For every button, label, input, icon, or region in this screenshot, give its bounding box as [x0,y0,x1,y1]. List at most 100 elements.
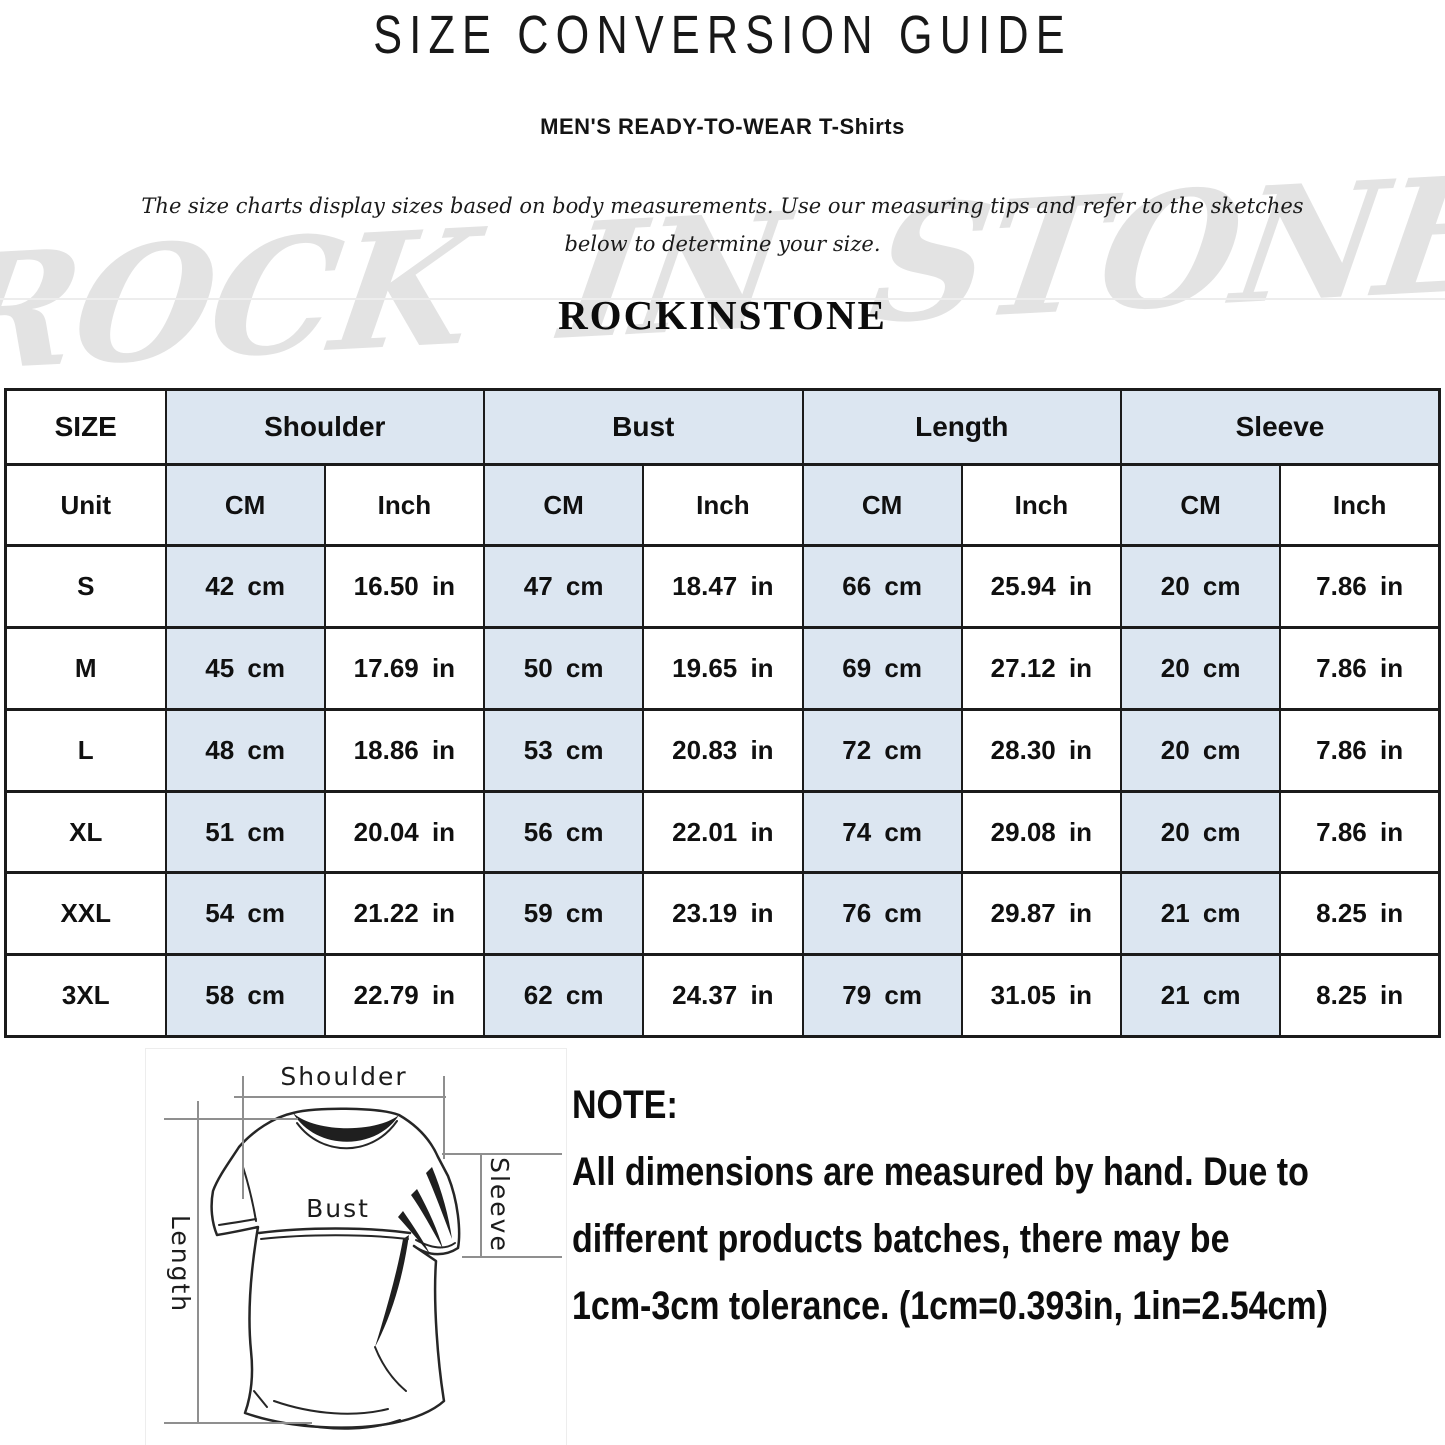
size-cell: XXL [4,871,167,957]
inch-cell: 8.25 in [1279,953,1441,1038]
hem-crease-2 [295,1419,401,1430]
col-header-length: Length [801,388,1122,466]
length-diagram-label: Length [166,1215,195,1313]
size-cell: S [4,544,167,630]
left-cuff-line [218,1218,257,1226]
inch-cell: 16.50 in [323,544,486,630]
size-cell: L [4,707,167,793]
cm-cell: 21 cm [1119,871,1282,957]
sleeve-shade-1 [426,1167,452,1239]
cm-cell: 20 cm [1119,626,1282,711]
cm-cell: 47 cm [482,544,645,630]
body-fold-shade [375,1235,409,1347]
col-header-shoulder: Shoulder [164,388,485,466]
inch-cell: 29.87 in [960,871,1123,957]
cm-cell: 20 cm [1119,707,1282,793]
cm-cell: 76 cm [801,871,963,957]
inch-cell: 7.86 in [1279,707,1441,793]
cm-cell: 69 cm [801,626,963,711]
sleeve-diagram-label: Sleeve [485,1157,514,1253]
brand-watermark: ROCK IN STONE [0,140,1445,409]
size-cell: XL [4,789,167,875]
unit-cm-bust: CM [482,462,645,548]
unit-inch-length: Inch [960,462,1123,548]
cm-cell: 53 cm [482,707,645,793]
collar-band [293,1113,399,1142]
size-conversion-table: SIZE Shoulder Bust Length Sleeve Unit CM… [4,388,1441,1038]
page-subtitle: MEN'S READY-TO-WEAR T-Shirts [540,114,905,139]
hem-crease-3 [253,1390,268,1408]
note-line-2: different products batches, there may be [572,1217,1230,1261]
cm-cell: 42 cm [164,544,326,630]
description-line-2: below to determine your size. [564,232,881,256]
table-row-3xl: 3XL 58 cm 22.79 in 62 cm 24.37 in 79 cm … [4,953,1441,1038]
cm-cell: 20 cm [1119,544,1282,630]
inch-cell: 29.08 in [960,789,1123,875]
col-header-sleeve: Sleeve [1120,388,1441,466]
tshirt-outline [210,1107,461,1429]
cm-cell: 21 cm [1119,953,1282,1038]
cm-cell: 79 cm [801,953,963,1038]
inch-cell: 7.86 in [1279,789,1441,875]
tshirt-sketch: Shoulder Bust Length Sleeve [164,1062,562,1430]
inch-cell: 19.65 in [642,626,804,711]
cm-cell: 59 cm [482,871,645,957]
inch-cell: 28.30 in [960,707,1123,793]
size-cell: 3XL [4,953,167,1038]
inch-cell: 31.05 in [960,953,1123,1038]
cm-cell: 48 cm [164,707,326,793]
cm-cell: 45 cm [164,626,326,711]
table-row-xl: XL 51 cm 20.04 in 56 cm 22.01 in 74 cm 2… [4,789,1441,875]
col-header-size: SIZE [4,388,167,466]
inch-cell: 22.79 in [323,953,486,1038]
inch-cell: 25.94 in [960,544,1123,630]
tshirt-measurement-diagram: Shoulder Bust Length Sleeve [145,1048,567,1445]
sleeve-shade-2 [411,1189,443,1249]
inch-cell: 27.12 in [960,626,1123,711]
inch-cell: 24.37 in [642,953,804,1038]
right-cuff-line [415,1239,456,1249]
divider-line [0,298,1445,300]
bust-line-2 [260,1234,409,1240]
description-line-1: The size charts display sizes based on b… [141,194,1304,218]
unit-cm-sleeve: CM [1119,462,1282,548]
cm-cell: 66 cm [801,544,963,630]
size-cell: M [4,626,167,711]
cm-cell: 56 cm [482,789,645,875]
shoulder-diagram-label: Shoulder [280,1062,407,1091]
inch-cell: 21.22 in [323,871,486,957]
cm-cell: 72 cm [801,707,963,793]
unit-inch-sleeve: Inch [1279,462,1441,548]
unit-inch-bust: Inch [642,462,804,548]
table-unit-row: Unit CM Inch CM Inch CM Inch CM Inch [4,462,1441,548]
cm-cell: 62 cm [482,953,645,1038]
cm-cell: 51 cm [164,789,326,875]
table-row-l: L 48 cm 18.86 in 53 cm 20.83 in 72 cm 28… [4,707,1441,793]
inch-cell: 20.04 in [323,789,486,875]
cm-cell: 58 cm [164,953,326,1038]
cm-cell: 20 cm [1119,789,1282,875]
cm-cell: 54 cm [164,871,326,957]
col-header-bust: Bust [483,388,804,466]
note-heading: NOTE: [572,1083,678,1127]
collar-under-line [296,1120,398,1150]
unit-cm-shoulder: CM [164,462,326,548]
note-line-1: All dimensions are measured by hand. Due… [572,1150,1309,1194]
table-row-xxl: XXL 54 cm 21.22 in 59 cm 23.19 in 76 cm … [4,871,1441,957]
inch-cell: 7.86 in [1279,544,1441,630]
page-title: SIZE CONVERSION GUIDE [373,5,1072,65]
brand-name: ROCKINSTONE [558,292,887,338]
note-block: NOTE: All dimensions are measured by han… [572,1072,1328,1340]
table-row-m: M 45 cm 17.69 in 50 cm 19.65 in 69 cm 27… [4,626,1441,711]
cm-cell: 50 cm [482,626,645,711]
inch-cell: 20.83 in [642,707,804,793]
sleeve-shade-3 [398,1211,430,1254]
body-fold-line [374,1346,407,1392]
unit-header: Unit [4,462,167,548]
inch-cell: 17.69 in [323,626,486,711]
unit-cm-length: CM [801,462,963,548]
inch-cell: 8.25 in [1279,871,1441,957]
inch-cell: 22.01 in [642,789,804,875]
hem-crease-1 [273,1400,389,1415]
